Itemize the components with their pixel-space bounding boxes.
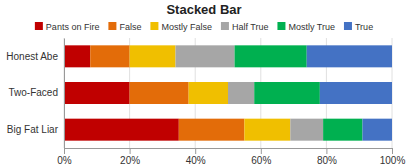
bar [228, 82, 254, 104]
legend-label: Mostly True [288, 22, 335, 32]
bar [320, 82, 392, 104]
x-tick: 80% [317, 148, 337, 166]
x-tick: 40% [186, 148, 206, 166]
y-tick-label: Big Fat Liar [7, 124, 59, 135]
legend-label: False [119, 22, 141, 32]
x-tick: 20% [120, 148, 140, 166]
x-tick: 60% [251, 148, 271, 166]
legend-label: Half True [232, 22, 269, 32]
bar [307, 45, 392, 67]
legend-label: Pants on Fire [46, 22, 100, 32]
bar [179, 119, 245, 141]
bar [362, 119, 392, 141]
y-tick: Honest Abe [6, 51, 58, 62]
legend-label: Mostly False [161, 22, 212, 32]
bar [323, 119, 362, 141]
x-tick-mark [130, 148, 131, 154]
bar [90, 45, 129, 67]
x-tick-label: 60% [251, 155, 271, 166]
bar [176, 45, 235, 67]
x-tick-mark [261, 148, 262, 154]
y-axis-line [64, 39, 65, 149]
x-tick-mark [64, 148, 65, 154]
legend-swatch [344, 22, 352, 30]
x-tick-label: 20% [120, 155, 140, 166]
grid [64, 38, 392, 148]
legend-item: Half True [221, 22, 269, 32]
legend-swatch [35, 22, 43, 30]
grid-line [64, 38, 65, 148]
y-tick: Big Fat Liar [7, 124, 59, 135]
x-tick-mark [195, 148, 196, 154]
y-tick: Two-Faced [9, 87, 58, 98]
x-tick-mark [326, 148, 327, 154]
x-axis-line [65, 148, 393, 149]
y-tick-label: Two-Faced [9, 87, 58, 98]
x-tick-mark [392, 148, 393, 154]
legend-item: Mostly False [150, 22, 212, 32]
y-axis: Honest Abe Two-Faced Big Fat Liar [6, 39, 64, 149]
legend-swatch [108, 22, 116, 30]
chart-container: Stacked Bar Pants on Fire False Mostly Fals… [0, 0, 408, 168]
bar [189, 82, 228, 104]
bar [235, 45, 307, 67]
bar [64, 82, 130, 104]
title: Stacked Bar [166, 2, 241, 17]
x-tick: 100% [380, 148, 406, 166]
bar [130, 82, 189, 104]
legend-swatch [221, 22, 229, 30]
bar [254, 82, 320, 104]
x-tick-label: 40% [186, 155, 206, 166]
chart: Stacked Bar Pants on Fire False Mostly Fals… [0, 0, 408, 168]
x-tick-label: 0% [57, 155, 72, 166]
bar [244, 119, 290, 141]
x-tick: 0% [57, 148, 72, 166]
bar [64, 45, 90, 67]
legend-label: True [355, 22, 373, 32]
legend-item: Pants on Fire [35, 22, 100, 32]
y-tick-label: Honest Abe [6, 51, 58, 62]
legend-item: True [344, 22, 373, 32]
bar [130, 45, 176, 67]
x-tick-label: 80% [317, 155, 337, 166]
legend: Pants on Fire False Mostly False Half True M… [35, 22, 373, 32]
legend-swatch [150, 22, 158, 30]
x-tick-label: 100% [380, 155, 406, 166]
legend-item: Mostly True [277, 22, 335, 32]
x-axis: 0% 20% 40% 60% 80% 100% [57, 148, 405, 166]
bars [64, 45, 392, 140]
bar [64, 119, 179, 141]
legend-swatch [277, 22, 285, 30]
legend-item: False [108, 22, 141, 32]
bar [290, 119, 323, 141]
